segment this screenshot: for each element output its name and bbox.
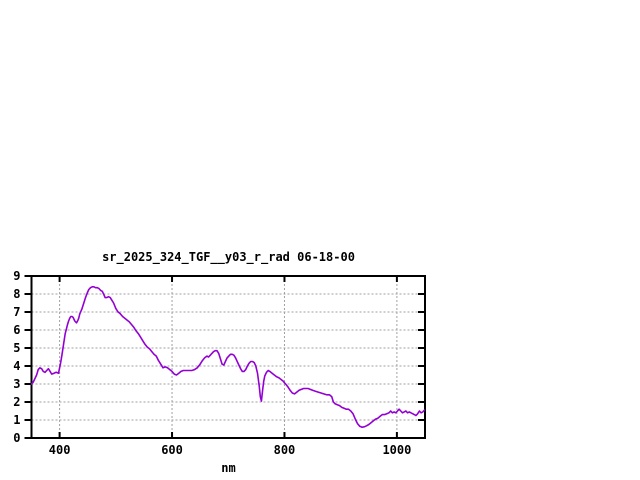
y-tick-label: 3 — [13, 377, 20, 391]
x-tick-label: 800 — [274, 443, 296, 457]
x-tick-label: 600 — [161, 443, 183, 457]
spectrum-curve — [30, 285, 426, 429]
y-tick-label: 7 — [13, 305, 20, 319]
y-tick-label: 5 — [13, 341, 20, 355]
plot-border — [30, 275, 426, 439]
y-tick-label: 2 — [13, 395, 20, 409]
y-tick-label: 0 — [13, 431, 20, 445]
x-tick-label: 1000 — [382, 443, 411, 457]
y-tick-label: 4 — [13, 359, 20, 373]
x-axis-label: nm — [221, 461, 236, 475]
y-tick-label: 9 — [13, 269, 20, 283]
y-tick-label: 1 — [13, 413, 20, 427]
chart-title: sr_2025_324_TGF__y03_r_rad 06-18-00 — [102, 250, 355, 264]
y-tick-label: 8 — [13, 287, 20, 301]
y-tick-label: 6 — [13, 323, 20, 337]
x-tick-label: 400 — [49, 443, 71, 457]
